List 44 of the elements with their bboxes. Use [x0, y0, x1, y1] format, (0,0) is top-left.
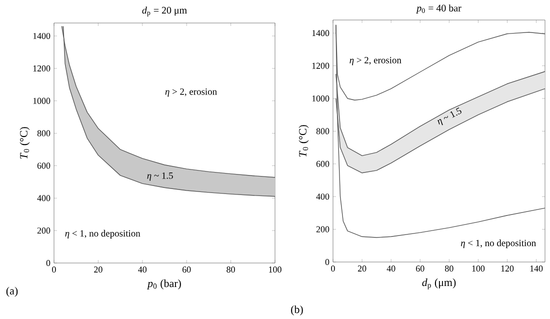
annotation: η ~ 1.5	[437, 108, 462, 126]
x-axis-title: d$_{p}$ (μm)	[422, 278, 456, 290]
chart-title: d$_{p}$ = 20 μm	[142, 6, 187, 17]
x-tick-label: 100	[472, 266, 485, 272]
x-axis-title: p$_{0}$ (bar)	[146, 280, 181, 290]
x-tick-label: 100	[269, 266, 282, 273]
text: (b)	[291, 306, 303, 316]
x-tick-label: 40	[138, 266, 147, 273]
x-tick-label: 20	[94, 266, 102, 273]
annotation: η < 1, no deposition	[460, 240, 536, 248]
y-tick-label: 1400	[312, 30, 330, 36]
y-tick-label: 1000	[312, 96, 330, 102]
x-tick-label: 0	[52, 266, 56, 273]
y-tick-label: 1200	[312, 62, 330, 69]
annotation: η > 2, erosion	[165, 88, 217, 97]
annotation: η > 2, erosion	[350, 57, 402, 66]
x-tick-label: 140	[530, 266, 543, 272]
y-tick-label: 800	[316, 128, 330, 134]
x-tick-label: 80	[226, 266, 235, 273]
annotation: η ~ 1.5	[147, 172, 173, 181]
y-tick-label: 400	[316, 194, 330, 200]
y-tick-label: 200	[316, 226, 330, 232]
y-tick-label: 800	[37, 130, 50, 136]
y-tick-label: 400	[37, 195, 50, 202]
x-tick-label: 0	[331, 266, 335, 272]
y-tick-label: 1400	[33, 33, 50, 40]
y-tick-label: 1200	[33, 66, 50, 72]
x-tick-label: 60	[182, 266, 191, 273]
y-axis-title: T$_{0}$ (°C)	[298, 125, 309, 157]
y-tick-label: 600	[37, 162, 50, 169]
annotation: η < 1, no deposition	[65, 230, 140, 239]
y-axis-title: T$_{0}$ (°C)	[20, 127, 30, 159]
y-tick-label: 200	[37, 228, 50, 234]
x-tick-label: 20	[358, 266, 366, 272]
chart-title: p$_{0}$ = 40 bar	[416, 4, 462, 14]
y-tick-label: 600	[316, 161, 330, 168]
x-tick-label: 80	[445, 266, 454, 272]
x-tick-label: 120	[501, 266, 514, 272]
y-tick-label: 0	[46, 260, 50, 266]
x-tick-label: 40	[386, 266, 396, 272]
y-tick-label: 0	[325, 259, 330, 266]
text: (a)	[6, 286, 18, 297]
x-tick-label: 60	[416, 266, 424, 272]
y-tick-label: 1000	[33, 98, 50, 104]
